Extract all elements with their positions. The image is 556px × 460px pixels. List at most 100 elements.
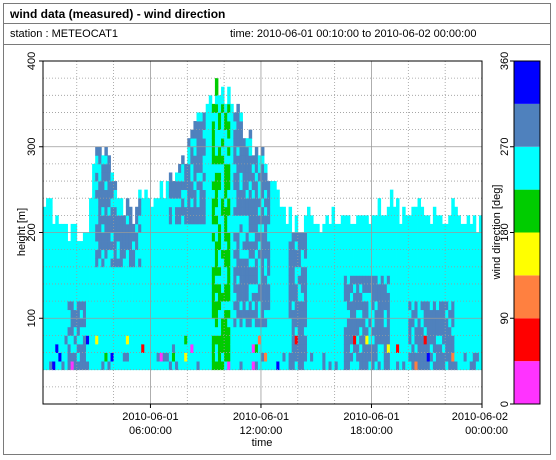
heatmap-cell xyxy=(254,155,259,165)
heatmap-cell xyxy=(104,283,108,293)
heatmap-cell xyxy=(340,266,345,276)
heatmap-cell xyxy=(135,326,139,336)
heatmap-cell xyxy=(132,223,136,233)
x-tick-label-time: 18:00:00 xyxy=(350,425,393,437)
heatmap-cell xyxy=(202,318,207,328)
heatmap-cell xyxy=(362,352,366,362)
heatmap-cell xyxy=(310,301,314,311)
heatmap-cell xyxy=(107,343,111,353)
heatmap-cell xyxy=(349,361,354,371)
heatmap-cell xyxy=(405,326,409,336)
heatmap-cell xyxy=(423,266,428,276)
heatmap-cell xyxy=(448,343,452,353)
heatmap-cell xyxy=(380,301,385,311)
heatmap-cell xyxy=(144,206,148,216)
heatmap-cell xyxy=(463,249,468,259)
heatmap-cell xyxy=(466,318,471,328)
heatmap-cell xyxy=(469,266,474,276)
heatmap-cell xyxy=(451,249,455,259)
heatmap-cell xyxy=(368,335,372,345)
heatmap-cell xyxy=(267,223,271,233)
heatmap-cell xyxy=(307,301,311,311)
heatmap-cell xyxy=(92,318,96,328)
heatmap-cell xyxy=(208,232,213,242)
heatmap-cell xyxy=(230,258,234,268)
heatmap-cell xyxy=(260,155,265,165)
heatmap-cell xyxy=(334,292,339,302)
heatmap-cell xyxy=(325,223,329,233)
heatmap-cell xyxy=(297,352,302,362)
heatmap-cell xyxy=(402,215,406,225)
heatmap-cell xyxy=(64,275,68,285)
heatmap-cell xyxy=(98,223,102,233)
heatmap-cell xyxy=(199,215,204,225)
heatmap-cell xyxy=(254,309,259,319)
heatmap-cell xyxy=(181,172,185,182)
heatmap-cell xyxy=(442,223,446,233)
heatmap-cell xyxy=(448,266,452,276)
heatmap-cell xyxy=(224,335,228,345)
heatmap-cell xyxy=(285,326,289,336)
heatmap-cell xyxy=(171,292,176,302)
heatmap-cell xyxy=(43,292,47,302)
heatmap-cell xyxy=(101,198,105,208)
heatmap-cell xyxy=(475,241,480,251)
heatmap-cell xyxy=(211,352,216,362)
heatmap-cell xyxy=(122,249,127,259)
heatmap-cell xyxy=(472,249,477,259)
heatmap-cell xyxy=(196,292,200,302)
heatmap-cell xyxy=(49,343,53,353)
heatmap-cell xyxy=(273,249,277,259)
heatmap-cell xyxy=(46,232,50,242)
heatmap-cell xyxy=(331,266,336,276)
heatmap-cell xyxy=(227,301,231,311)
heatmap-cell xyxy=(475,309,480,319)
heatmap-cell xyxy=(429,266,434,276)
heatmap-cell xyxy=(98,181,102,191)
heatmap-cell xyxy=(224,129,228,139)
heatmap-cell xyxy=(448,326,452,336)
heatmap-cell xyxy=(386,352,391,362)
heatmap-cell xyxy=(359,275,363,285)
heatmap-cell xyxy=(190,198,194,208)
heatmap-cell xyxy=(110,189,115,199)
heatmap-cell xyxy=(276,232,280,242)
heatmap-cell xyxy=(248,283,253,293)
heatmap-cell xyxy=(214,266,219,276)
heatmap-cell xyxy=(147,266,151,276)
heatmap-cell xyxy=(61,318,65,328)
heatmap-cell xyxy=(43,266,47,276)
heatmap-cell xyxy=(199,292,204,302)
heatmap-cell xyxy=(175,181,179,191)
heatmap-cell xyxy=(217,258,222,268)
heatmap-cell xyxy=(205,266,210,276)
heatmap-cell xyxy=(227,361,231,371)
heatmap-cell xyxy=(205,361,210,371)
heatmap-cell xyxy=(147,301,151,311)
heatmap-cell xyxy=(181,335,185,345)
heatmap-cell xyxy=(196,283,200,293)
heatmap-cell xyxy=(168,352,173,362)
heatmap-cell xyxy=(432,301,437,311)
heatmap-cell xyxy=(371,223,375,233)
heatmap-cell xyxy=(248,138,253,148)
heatmap-cell xyxy=(260,181,265,191)
heatmap-cell xyxy=(171,223,176,233)
heatmap-cell xyxy=(147,318,151,328)
heatmap-cell xyxy=(58,266,62,276)
heatmap-cell xyxy=(138,318,142,328)
heatmap-cell xyxy=(135,309,139,319)
heatmap-cell xyxy=(175,223,179,233)
heatmap-cell xyxy=(190,138,194,148)
heatmap-cell xyxy=(353,249,357,259)
heatmap-cell xyxy=(442,283,446,293)
heatmap-cell xyxy=(110,352,115,362)
heatmap-cell xyxy=(257,189,262,199)
heatmap-cell xyxy=(248,352,253,362)
heatmap-cell xyxy=(236,266,240,276)
heatmap-cell xyxy=(76,249,81,259)
heatmap-cell xyxy=(454,206,458,216)
heatmap-cell xyxy=(132,241,136,251)
heatmap-cell xyxy=(359,241,363,251)
